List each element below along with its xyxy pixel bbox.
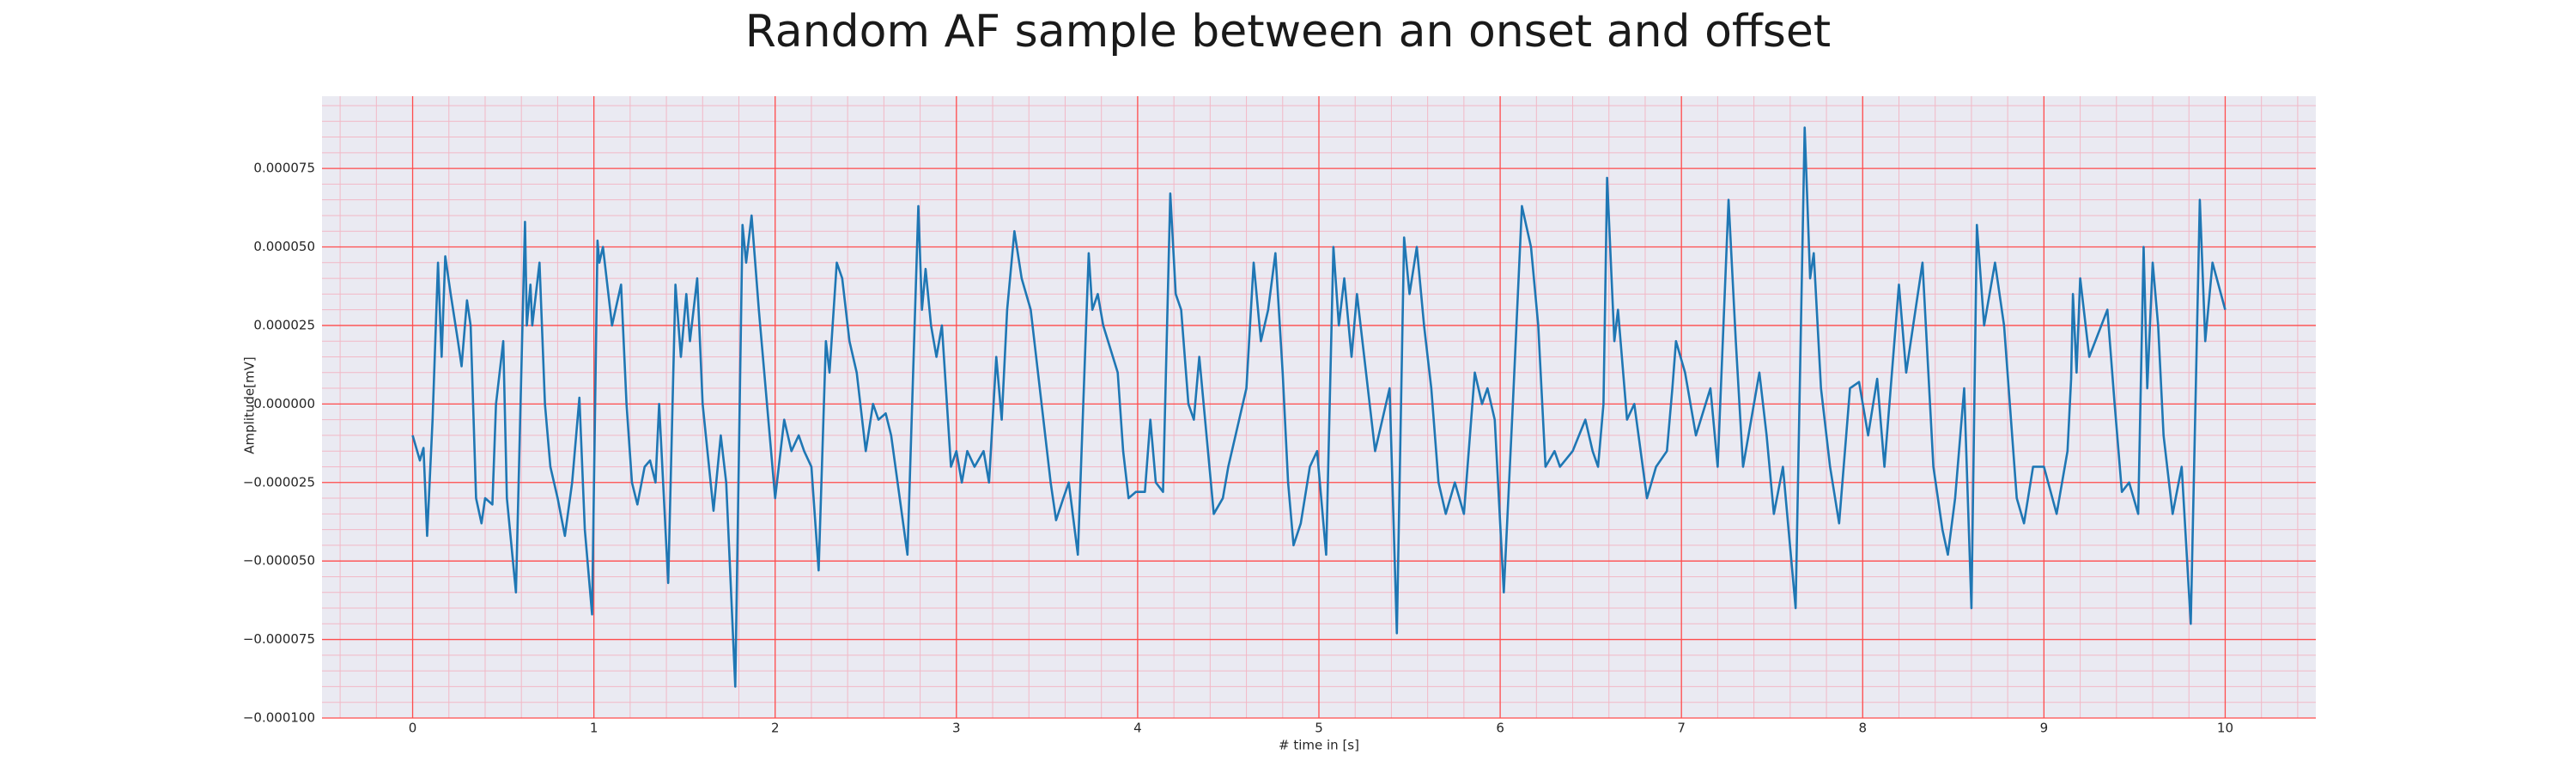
x-tick-label: 3 xyxy=(952,721,961,736)
x-tick-label: 2 xyxy=(771,721,780,736)
y-tick-label: −0.000050 xyxy=(243,553,315,569)
y-axis-label: Amplitude[mV] xyxy=(242,356,258,453)
y-tick-label: 0.000050 xyxy=(253,239,315,254)
x-tick-label: 4 xyxy=(1133,721,1142,736)
x-tick-label: 7 xyxy=(1677,721,1686,736)
x-tick-label: 10 xyxy=(2217,721,2233,736)
line-series xyxy=(411,126,2227,688)
y-tick-label: −0.000025 xyxy=(243,474,315,490)
y-tick-label: 0.000000 xyxy=(253,396,315,411)
y-tick-label: −0.000075 xyxy=(243,631,315,647)
chart-title: Random AF sample between an onset and of… xyxy=(745,6,1831,58)
y-tick-label: 0.000075 xyxy=(253,161,315,176)
x-axis-label: # time in [s] xyxy=(1279,738,1359,753)
plot-area xyxy=(322,96,2316,719)
x-tick-label: 5 xyxy=(1315,721,1323,736)
x-tick-label: 8 xyxy=(1858,721,1867,736)
x-tick-label: 0 xyxy=(409,721,417,736)
x-tick-label: 6 xyxy=(1496,721,1504,736)
y-tick-label: 0.000025 xyxy=(253,317,315,332)
x-tick-label: 1 xyxy=(590,721,598,736)
x-tick-label: 9 xyxy=(2040,721,2049,736)
y-tick-label: −0.000100 xyxy=(243,710,315,726)
